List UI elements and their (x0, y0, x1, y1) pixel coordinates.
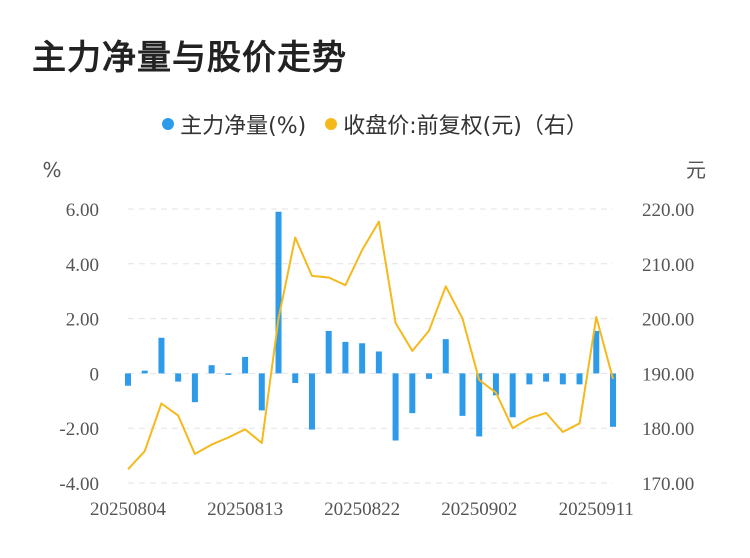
x-tick-label: 20250813 (207, 499, 283, 520)
bar-net-volume[interactable] (576, 373, 583, 385)
bar-net-volume[interactable] (275, 211, 282, 374)
bar-net-volume[interactable] (509, 373, 516, 418)
bar-net-volume[interactable] (476, 373, 483, 437)
bar-net-volume[interactable] (610, 373, 616, 427)
right-tick-label: 210.00 (642, 255, 694, 276)
legend-dot-net-volume (162, 118, 175, 130)
right-axis-unit: 元 (686, 158, 706, 182)
bar-net-volume[interactable] (208, 365, 215, 374)
left-axis-unit: % (42, 158, 61, 182)
bar-net-volume[interactable] (392, 373, 399, 441)
x-tick-label: 20250911 (559, 499, 634, 520)
x-tick-label: 20250804 (90, 499, 167, 520)
bar-net-volume[interactable] (426, 373, 433, 379)
legend-item-net-volume[interactable]: 主力净量(%) (162, 108, 306, 140)
bar-net-volume[interactable] (242, 356, 249, 374)
bar-net-volume[interactable] (292, 373, 299, 383)
bar-net-volume[interactable] (125, 373, 131, 386)
bar-net-volume[interactable] (375, 351, 382, 374)
bar-net-volume[interactable] (342, 341, 349, 374)
left-tick-label: -2.00 (59, 419, 99, 440)
bar-net-volume[interactable] (593, 330, 600, 374)
x-tick-label: 20250902 (441, 499, 517, 520)
bar-net-volume[interactable] (459, 373, 466, 416)
legend-dot-close-price (325, 118, 338, 130)
left-tick-label: 2.00 (66, 310, 99, 331)
bar-net-volume[interactable] (258, 373, 265, 411)
bar-net-volume[interactable] (559, 373, 566, 385)
bar-net-volume[interactable] (359, 343, 366, 374)
bar-net-volume[interactable] (158, 337, 165, 374)
legend-label-net-volume: 主力净量(%) (180, 114, 307, 139)
bar-net-volume[interactable] (191, 373, 198, 403)
bar-net-volume[interactable] (225, 373, 232, 375)
bar-net-volume[interactable] (543, 373, 550, 382)
legend-label-close-price: 收盘价:前复权(元)（右） (343, 114, 588, 139)
bar-net-volume[interactable] (141, 370, 148, 374)
x-tick-label: 20250822 (324, 499, 400, 520)
bar-net-volume[interactable] (308, 373, 315, 430)
bar-net-volume[interactable] (325, 330, 332, 374)
bar-net-volume[interactable] (409, 373, 416, 414)
left-tick-label: -4.00 (59, 474, 99, 495)
right-tick-label: 180.00 (642, 419, 694, 440)
legend: 主力净量(%) 收盘价:前复权(元)（右） (0, 108, 750, 140)
right-tick-label: 170.00 (642, 474, 694, 495)
legend-item-close-price[interactable]: 收盘价:前复权(元)（右） (325, 108, 588, 140)
right-tick-label: 190.00 (642, 364, 694, 385)
left-tick-label: 6.00 (66, 200, 99, 221)
bar-net-volume[interactable] (526, 373, 533, 385)
left-tick-label: 4.00 (66, 255, 99, 276)
left-tick-label: 0 (90, 364, 100, 385)
chart-title: 主力净量与股价走势 (32, 38, 347, 78)
bar-net-volume[interactable] (175, 373, 182, 382)
right-tick-label: 200.00 (642, 310, 694, 331)
right-tick-label: 220.00 (642, 200, 694, 221)
bar-net-volume[interactable] (492, 373, 499, 396)
line-close-price[interactable] (127, 220, 614, 470)
bar-net-volume[interactable] (442, 339, 449, 374)
